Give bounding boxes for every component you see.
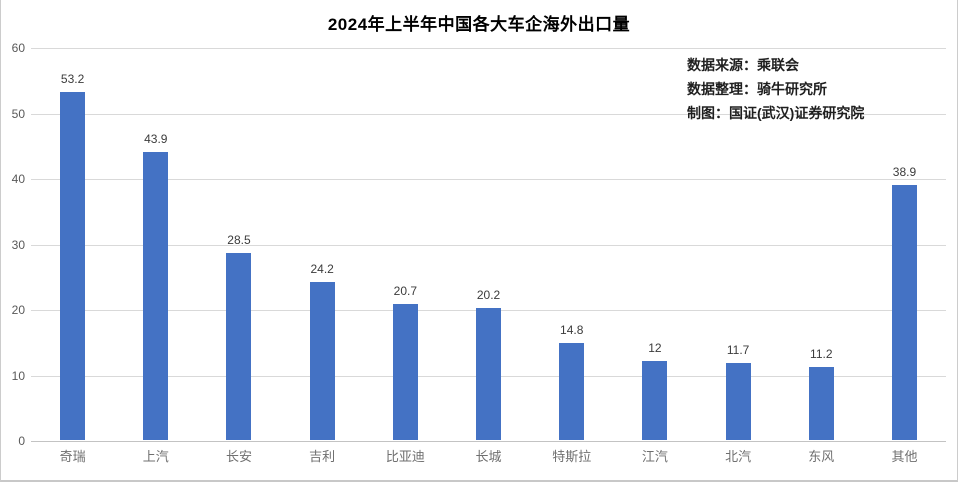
bar — [642, 361, 668, 440]
x-category-label: 东风 — [808, 449, 835, 464]
x-category-label: 比亚迪 — [385, 449, 425, 464]
bar-slot-特斯拉: 14.8 — [530, 323, 613, 440]
bar-value-label: 53.2 — [60, 71, 85, 86]
x-category-label: 奇瑞 — [59, 449, 86, 464]
bar — [725, 363, 751, 440]
y-tick-label-20: 20 — [11, 303, 25, 317]
bar-slot-上汽: 43.9 — [114, 132, 197, 440]
bar — [309, 281, 335, 440]
source-annotation-block: 数据来源：乘联会 数据整理：骑牛研究所 制图：国证(武汉)证券研究院 — [687, 53, 864, 125]
x-category-label: 其他 — [891, 449, 918, 464]
bar-slot-长城: 20.2 — [447, 288, 530, 440]
bar — [808, 366, 834, 440]
bar-value-label: 20.7 — [393, 284, 418, 299]
bar — [891, 185, 917, 440]
x-category-label: 上汽 — [142, 449, 169, 464]
bar — [476, 307, 502, 440]
gridline-y-0 — [31, 441, 946, 442]
bar-value-label: 12 — [648, 341, 662, 356]
bar-value-label: 28.5 — [227, 233, 251, 248]
bar-slot-其他: 38.9 — [863, 165, 946, 440]
chart-title: 2024年上半年中国各大车企海外出口量 — [327, 15, 631, 34]
gridline-y-30 — [31, 244, 946, 246]
bar-slot-江汽: 12 — [613, 341, 696, 440]
source-line-chart-maker: 制图：国证(武汉)证券研究院 — [687, 105, 865, 121]
y-tick-label-30: 30 — [11, 237, 25, 252]
y-tick-label-10: 10 — [11, 368, 25, 383]
y-tick-label-50: 50 — [11, 106, 25, 121]
bar-value-label: 20.2 — [476, 287, 501, 302]
gridline-y-60 — [31, 48, 946, 49]
bar-value-label: 14.8 — [560, 323, 584, 338]
bar-slot-长安: 28.5 — [197, 233, 280, 440]
x-category-label: 特斯拉 — [552, 449, 592, 464]
plot-area: 53.2 43.9 28.5 24.2 20.7 20.2 14.8 12 11.7 11.2 38… — [31, 47, 946, 442]
bar — [60, 91, 86, 440]
bar — [392, 304, 418, 440]
bar — [559, 343, 585, 440]
x-axis-labels: 奇瑞 上汽 长安 吉利 比亚迪 长城 特斯拉 江汽 北汽 东风 其他 — [31, 446, 946, 465]
x-category-label: 长城 — [475, 449, 502, 464]
y-tick-label-40: 40 — [11, 172, 25, 186]
y-tick-label-0: 0 — [18, 434, 25, 448]
source-line-data-compiled: 数据整理：骑牛研究所 — [687, 81, 827, 97]
bar-slot-奇瑞: 53.2 — [31, 72, 114, 440]
bar-value-label: 43.9 — [144, 132, 168, 147]
bar-value-label: 11.7 — [726, 343, 750, 358]
bar — [226, 253, 252, 440]
bar-slot-东风: 11.2 — [780, 347, 863, 440]
x-category-label: 北汽 — [725, 449, 752, 464]
gridline-y-40 — [31, 179, 946, 180]
bar — [143, 152, 169, 440]
bar-slot-比亚迪: 20.7 — [364, 284, 447, 440]
gridline-y-50 — [31, 113, 946, 115]
x-category-label: 长安 — [225, 449, 252, 464]
source-line-data-origin: 数据来源：乘联会 — [687, 57, 799, 73]
x-category-label: 吉利 — [309, 449, 336, 464]
y-tick-label-60: 60 — [11, 41, 25, 55]
bar-slot-吉利: 24.2 — [281, 261, 364, 440]
x-category-label: 江汽 — [641, 449, 668, 464]
bar-value-label: 24.2 — [310, 261, 334, 276]
bars-container: 53.2 43.9 28.5 24.2 20.7 20.2 14.8 12 11.7 11.2 38… — [31, 47, 946, 440]
bar-slot-北汽: 11.7 — [697, 343, 780, 440]
bar-value-label: 38.9 — [892, 165, 917, 180]
bar-value-label: 11.2 — [810, 346, 833, 361]
